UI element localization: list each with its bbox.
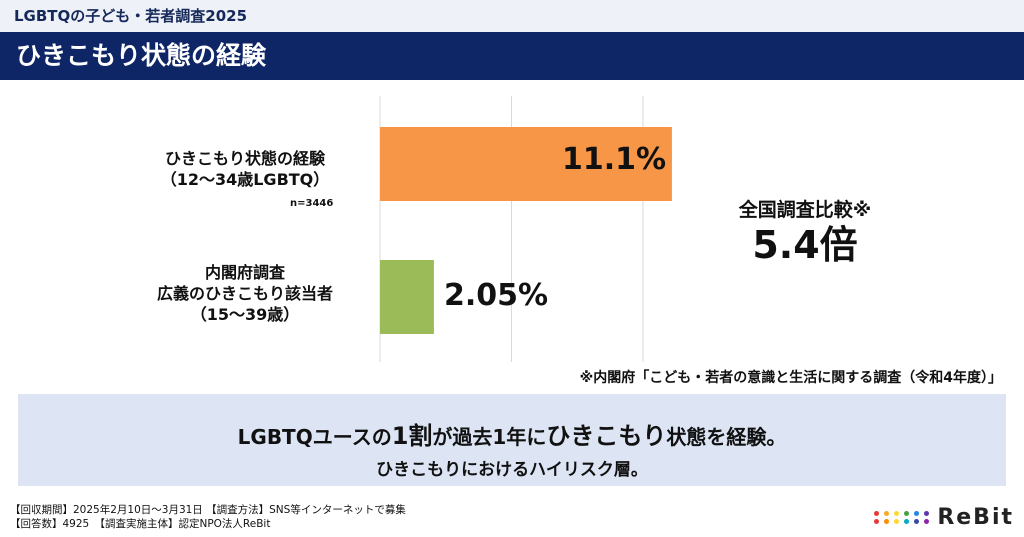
logo-text: ReBit [937, 505, 1014, 530]
comparison: 全国調査比較※ 5.4倍 [720, 195, 890, 268]
summary-emphasis: 1割 [391, 422, 433, 450]
category-line: ひきこもり状態の経験 [164, 149, 325, 168]
data-label-cabinet: 2.05% [444, 278, 549, 313]
category-line: （15〜39歳） [190, 305, 300, 324]
category-line: 内閣府調査 [204, 263, 285, 282]
source-note: ※内閣府「こども・若者の意識と生活に関する調査（令和4年度）」 [579, 370, 1002, 386]
category-line: （12〜34歳LGBTQ） [160, 170, 330, 189]
rebit-logo: ReBit [874, 505, 1014, 530]
logo-dot [924, 511, 930, 516]
category-label-cabinet: 内閣府調査 広義のひきこもり該当者 （15〜39歳） [130, 262, 360, 325]
logo-dot [924, 519, 930, 524]
page-title: ひきこもり状態の経験 [0, 32, 1024, 80]
logo-dot [904, 511, 910, 516]
summary-emphasis: ひきこもり [546, 422, 667, 450]
logo-dot [894, 511, 900, 516]
comparison-label: 全国調査比較※ [738, 199, 872, 221]
logo-dot [874, 511, 880, 516]
footer-line: 【回収期間】2025年2月10日〜3月31日 【調査方法】SNS等インターネット… [10, 504, 406, 516]
data-label-lgbtq: 11.1% [562, 142, 667, 177]
bar [380, 127, 672, 201]
logo-dot [914, 519, 920, 524]
logo-dot [884, 519, 890, 524]
logo-dots [874, 511, 931, 524]
category-label-lgbtq: ひきこもり状態の経験 （12〜34歳LGBTQ） [130, 148, 360, 190]
summary-text: 状態を経験。 [666, 425, 787, 449]
bar-chart [379, 96, 672, 362]
summary-text: が過去1年に [432, 425, 547, 449]
summary-box: LGBTQユースの1割が過去1年にひきこもり状態を経験。 ひきこもりにおけるハイ… [18, 394, 1006, 486]
footer-line: 【回答数】4925 【調査実施主体】認定NPO法人ReBit [10, 518, 271, 530]
logo-dot [904, 519, 910, 524]
series-header: LGBTQの子ども・若者調査2025 [0, 0, 1024, 32]
comparison-value: 5.4倍 [752, 223, 858, 267]
summary-line2: ひきこもりにおけるハイリスク層。 [376, 460, 648, 480]
sample-size: n=3446 [290, 198, 334, 209]
category-line: 広義のひきこもり該当者 [156, 284, 333, 303]
footer: 【回収期間】2025年2月10日〜3月31日 【調査方法】SNS等インターネット… [10, 503, 406, 531]
logo-dot [884, 511, 890, 516]
bar [380, 260, 434, 334]
logo-dot [914, 511, 920, 516]
logo-dot [874, 519, 880, 524]
summary-text: LGBTQユースの [237, 425, 392, 449]
logo-dot [894, 519, 900, 524]
